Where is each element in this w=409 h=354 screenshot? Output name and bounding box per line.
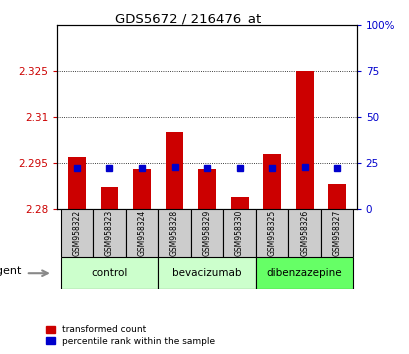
Text: bevacizumab: bevacizumab: [172, 268, 241, 278]
Bar: [133, 169, 151, 209]
Bar: [158, 257, 255, 289]
Bar: [255, 257, 353, 289]
Bar: [68, 157, 85, 209]
Bar: [93, 209, 126, 257]
Text: GSM958322: GSM958322: [72, 210, 81, 256]
Bar: [223, 209, 255, 257]
Bar: [263, 154, 281, 209]
Text: control: control: [91, 268, 127, 278]
Text: dibenzazepine: dibenzazepine: [266, 268, 342, 278]
Bar: [295, 71, 313, 209]
Bar: [165, 132, 183, 209]
Bar: [61, 257, 158, 289]
Text: GSM958330: GSM958330: [234, 210, 243, 256]
Bar: [100, 187, 118, 209]
Text: GSM958327: GSM958327: [332, 210, 341, 256]
Text: GSM958323: GSM958323: [105, 210, 114, 256]
Bar: [320, 209, 353, 257]
Bar: [230, 196, 248, 209]
Legend: transformed count, percentile rank within the sample: transformed count, percentile rank withi…: [45, 325, 214, 346]
Text: agent: agent: [0, 266, 22, 276]
Text: GSM958324: GSM958324: [137, 210, 146, 256]
Text: GDS5672 / 216476_at: GDS5672 / 216476_at: [115, 12, 261, 25]
Bar: [126, 209, 158, 257]
Text: GSM958328: GSM958328: [170, 210, 179, 256]
Text: GSM958325: GSM958325: [267, 210, 276, 256]
Bar: [61, 209, 93, 257]
Bar: [198, 169, 216, 209]
Bar: [288, 209, 320, 257]
Bar: [190, 209, 223, 257]
Bar: [158, 209, 190, 257]
Bar: [255, 209, 288, 257]
Text: GSM958326: GSM958326: [299, 210, 308, 256]
Text: GSM958329: GSM958329: [202, 210, 211, 256]
Bar: [328, 184, 345, 209]
